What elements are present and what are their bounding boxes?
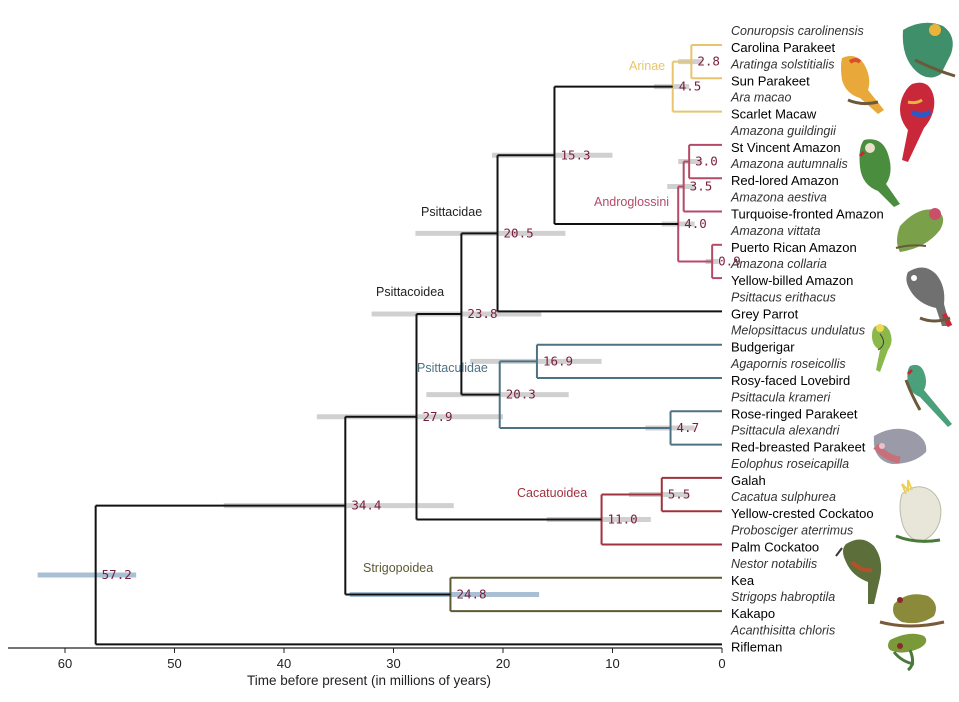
species-common-name: Yellow-crested Cockatoo xyxy=(731,506,874,521)
kea-illustration xyxy=(835,539,882,604)
budgerigar-illustration xyxy=(872,324,892,372)
clade-label-arinae: Arinae xyxy=(629,59,665,73)
kakapo-illustration xyxy=(879,594,945,628)
species-scientific-name: Amazona vittata xyxy=(730,224,821,238)
amazon-parrot-2-illustration xyxy=(895,208,944,252)
rifleman-illustration xyxy=(888,633,927,672)
node-age-label: 3.5 xyxy=(690,179,713,194)
clade-label-psittaculidae: Psittaculidae xyxy=(417,361,488,375)
species-common-name: Palm Cockatoo xyxy=(731,540,819,555)
species-scientific-name: Amazona aestiva xyxy=(730,191,827,205)
species-scientific-name: Eolophus roseicapilla xyxy=(731,457,849,471)
clade-label-cacatuoidea: Cacatuoidea xyxy=(517,486,587,500)
species-scientific-name: Amazona collaria xyxy=(730,257,827,271)
species-scientific-name: Strigops habroptila xyxy=(731,590,835,604)
species-scientific-name: Melopsittacus undulatus xyxy=(731,324,865,338)
node-age-label: 5.5 xyxy=(668,487,691,502)
axis-tick-label: 30 xyxy=(386,656,400,671)
species-labels: Conuropsis carolinensis Carolina Parakeet… xyxy=(730,24,884,654)
species-common-name: Rosy-faced Lovebird xyxy=(731,373,850,388)
axis-tick-label: 0 xyxy=(718,656,725,671)
species-common-name: Budgerigar xyxy=(731,340,795,355)
axis-tick-label: 60 xyxy=(58,656,72,671)
time-axis: 60 50 40 30 20 10 0 Time before present (in mi… xyxy=(8,647,726,688)
species-common-name: Galah xyxy=(731,473,766,488)
sun-parakeet-illustration xyxy=(841,56,884,114)
axis-ticks: 60 50 40 30 20 10 0 xyxy=(58,648,726,671)
species-common-name: Red-breasted Parakeet xyxy=(731,440,866,455)
species-common-name: Sun Parakeet xyxy=(731,73,810,88)
species-common-name: Rose-ringed Parakeet xyxy=(731,406,858,421)
node-age-label: 27.9 xyxy=(422,409,452,424)
node-age-labels: 57.2 34.4 27.9 24.8 23.8 20.5 20.3 16.9 15.3 11.0… xyxy=(102,54,741,602)
grey-parrot-illustration xyxy=(906,267,953,328)
species-scientific-name: Agapornis roseicollis xyxy=(730,357,846,371)
species-common-name: Scarlet Macaw xyxy=(731,107,817,122)
axis-tick-label: 40 xyxy=(277,656,291,671)
species-scientific-name: Amazona guildingii xyxy=(730,124,837,138)
clade-label-strigopoidea: Strigopoidea xyxy=(363,561,433,575)
axis-tick-label: 50 xyxy=(167,656,181,671)
node-age-label: 4.5 xyxy=(679,79,702,94)
species-scientific-name: Psittacula alexandri xyxy=(731,424,841,438)
species-common-name: Kea xyxy=(731,573,755,588)
galah-illustration xyxy=(873,428,927,464)
species-common-name: Carolina Parakeet xyxy=(731,40,835,55)
species-scientific-name: Amazona autumnalis xyxy=(730,157,848,171)
node-age-label: 0.9 xyxy=(718,253,741,268)
node-age-label: 16.9 xyxy=(543,353,573,368)
clade-label-androglossini: Androglossini xyxy=(594,195,669,209)
species-common-name: Turquoise-fronted Amazon xyxy=(731,207,884,222)
scarlet-macaw-illustration xyxy=(900,82,935,162)
species-common-name: St Vincent Amazon xyxy=(731,140,841,155)
ringneck-parakeet-illustration xyxy=(904,364,952,427)
species-scientific-name: Psittacus erithacus xyxy=(731,290,836,304)
species-common-name: Grey Parrot xyxy=(731,306,799,321)
carolina-parakeet-illustration xyxy=(902,22,956,78)
species-scientific-name: Aratinga solstitialis xyxy=(730,57,835,71)
clade-label-psittacidae: Psittacidae xyxy=(421,205,482,219)
species-scientific-name: Probosciger aterrimus xyxy=(731,524,853,538)
node-age-label: 2.8 xyxy=(697,54,720,69)
bird-illustrations xyxy=(835,22,956,672)
axis-tick-label: 20 xyxy=(496,656,510,671)
species-scientific-name: Cacatua sulphurea xyxy=(731,490,836,504)
node-age-label: 24.8 xyxy=(456,586,486,601)
node-age-label: 57.2 xyxy=(102,567,132,582)
amazon-parrot-illustration xyxy=(858,139,900,207)
axis-title: Time before present (in millions of year… xyxy=(247,673,491,688)
species-common-name: Puerto Rican Amazon xyxy=(731,240,857,255)
species-common-name: Yellow-billed Amazon xyxy=(731,273,853,288)
node-age-label: 23.8 xyxy=(467,306,497,321)
species-scientific-name: Ara macao xyxy=(730,91,791,105)
node-age-label: 11.0 xyxy=(608,512,638,527)
species-common-name: Rifleman xyxy=(731,639,782,654)
clade-label-psittacoidea: Psittacoidea xyxy=(376,285,444,299)
species-scientific-name: Acanthisitta chloris xyxy=(730,623,835,637)
species-scientific-name: Nestor notabilis xyxy=(731,557,817,571)
node-age-label: 3.0 xyxy=(695,154,718,169)
species-common-name: Kakapo xyxy=(731,606,775,621)
tree-branches xyxy=(94,44,722,646)
axis-tick-label: 10 xyxy=(605,656,619,671)
node-age-label: 34.4 xyxy=(351,498,381,513)
species-scientific-name: Conuropsis carolinensis xyxy=(731,24,864,38)
species-scientific-name: Psittacula krameri xyxy=(731,390,832,404)
node-age-label: 20.3 xyxy=(506,387,536,402)
node-age-label: 4.0 xyxy=(684,216,707,231)
node-age-label: 20.5 xyxy=(504,225,534,240)
species-common-name: Red-lored Amazon xyxy=(731,173,839,188)
cockatoo-illustration xyxy=(895,479,942,543)
node-age-label: 15.3 xyxy=(560,147,590,162)
node-age-label: 4.7 xyxy=(677,420,700,435)
